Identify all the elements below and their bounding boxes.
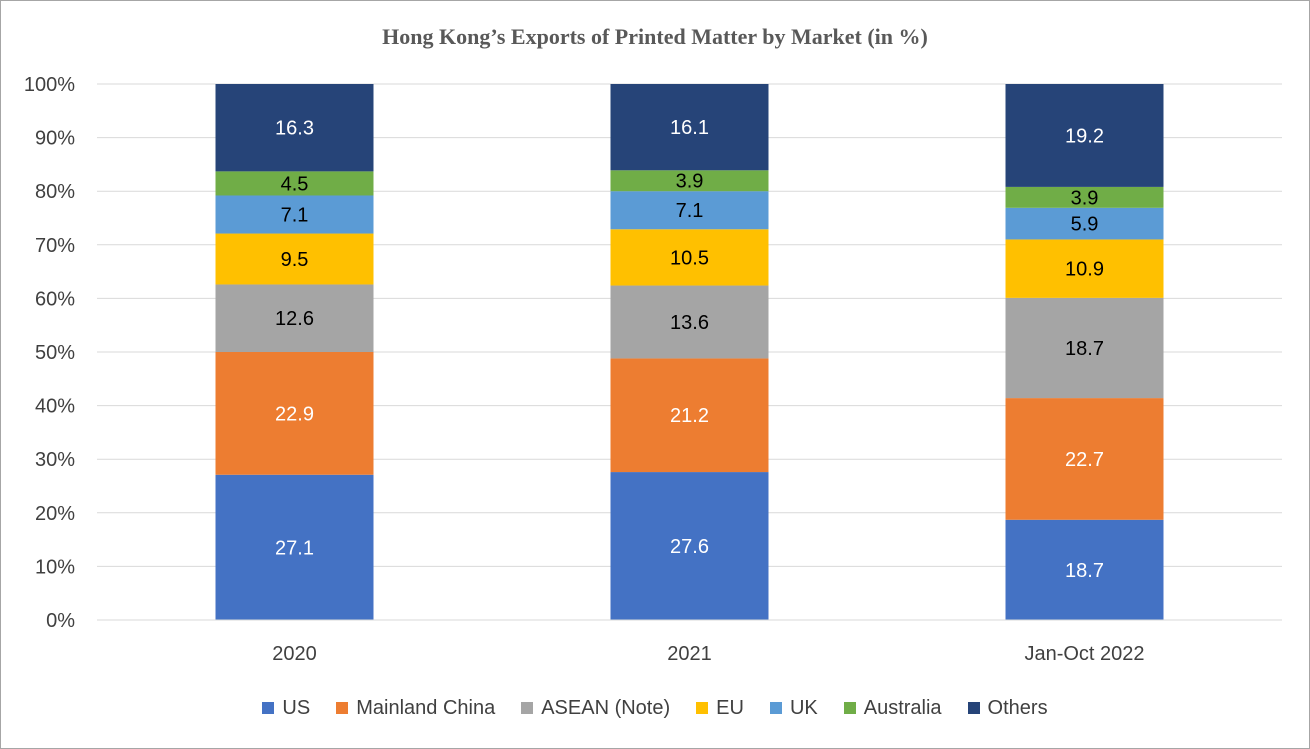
legend-swatch [696, 702, 709, 714]
legend-item: EU [696, 697, 744, 720]
legend-item: US [262, 697, 310, 720]
legend-swatch [769, 702, 782, 714]
legend-label: EU [716, 696, 744, 719]
legend-item: UK [769, 696, 818, 720]
legend-label: Australia [863, 696, 942, 719]
data-label: 12.6 [275, 308, 314, 330]
bar-segment [610, 472, 769, 620]
bar-segment [215, 474, 374, 620]
legend-swatch [521, 702, 534, 714]
chart-plot: 0% 10% 20% 30% 40% 50% 60% 70% 80% 90% 100% 27.1 22.… [24, 74, 1282, 665]
data-label: 10.5 [670, 247, 709, 269]
data-label: 9.5 [281, 249, 309, 271]
y-tick-label: 30% [35, 449, 75, 471]
y-tick-label: 50% [35, 342, 75, 364]
y-tick-label: 10% [35, 556, 75, 578]
chart-legend: US Mainland China ASEAN (Note) EU UK Australi… [0, 694, 1310, 722]
data-label: 27.1 [275, 537, 314, 559]
data-label: 3.9 [676, 171, 704, 193]
bar-segment [1005, 186, 1164, 208]
legend-item: ASEAN (Note) [521, 697, 670, 720]
legend-swatch [262, 702, 275, 714]
bar-segment [215, 171, 374, 196]
data-label: 10.9 [1065, 259, 1104, 281]
y-tick-label: 20% [35, 503, 75, 525]
bar-segment [1005, 84, 1164, 187]
legend-label: UK [789, 696, 818, 719]
x-tick-label: Jan-Oct 2022 [1024, 643, 1144, 665]
bar-segment [610, 285, 769, 359]
legend-swatch [843, 702, 856, 714]
bar-segment [610, 84, 769, 171]
bar-segment [1005, 239, 1164, 298]
legend-label: US [282, 696, 311, 719]
bar-segment [215, 195, 374, 234]
data-label: 16.1 [670, 117, 709, 139]
data-label: 16.3 [275, 118, 314, 140]
data-label: 22.9 [275, 403, 314, 425]
y-tick-label: 0% [46, 610, 75, 632]
bar-segment [1005, 297, 1164, 399]
bar-segment [610, 229, 769, 286]
data-label: 7.1 [676, 200, 704, 222]
legend-item: Others [967, 696, 1048, 720]
legend-label: Others [987, 696, 1048, 719]
data-label: 18.7 [1065, 338, 1104, 360]
data-label: 18.7 [1065, 560, 1104, 582]
data-label: 22.7 [1065, 449, 1104, 471]
data-label: 3.9 [1071, 187, 1099, 209]
legend-item: Mainland China [336, 697, 495, 720]
legend-label: ASEAN (Note) [541, 696, 671, 719]
bar-segment [610, 191, 769, 230]
bar-segment [610, 170, 769, 192]
bar-segment [215, 233, 374, 285]
data-label: 27.6 [670, 536, 709, 558]
x-tick-label: 2020 [272, 643, 317, 665]
data-label: 19.2 [1065, 125, 1104, 147]
y-tick-label: 70% [35, 235, 75, 257]
bar-segment [215, 84, 374, 172]
y-tick-label: 40% [35, 396, 75, 418]
y-tick-label: 90% [35, 128, 75, 150]
legend-swatch [967, 702, 980, 714]
legend-label: Mainland China [356, 696, 496, 719]
y-tick-label: 100% [24, 74, 75, 96]
y-tick-label: 80% [35, 181, 75, 203]
data-label: 5.9 [1071, 214, 1099, 236]
legend-swatch [336, 702, 349, 714]
bar-segment [1005, 398, 1164, 520]
x-tick-label: 2021 [667, 643, 712, 665]
data-label: 21.2 [670, 405, 709, 427]
chart-title: Hong Kong’s Exports of Printed Matter by… [382, 24, 928, 49]
bar-segment [1005, 207, 1164, 240]
bar-segment [215, 284, 374, 352]
bar-segment [1005, 519, 1164, 620]
bar-segment [610, 358, 769, 473]
data-label: 4.5 [281, 173, 309, 195]
bar-segment [215, 352, 374, 475]
y-tick-label: 60% [35, 288, 75, 310]
data-label: 7.1 [281, 205, 309, 227]
legend-item: Australia [843, 696, 942, 720]
data-label: 13.6 [670, 312, 709, 334]
